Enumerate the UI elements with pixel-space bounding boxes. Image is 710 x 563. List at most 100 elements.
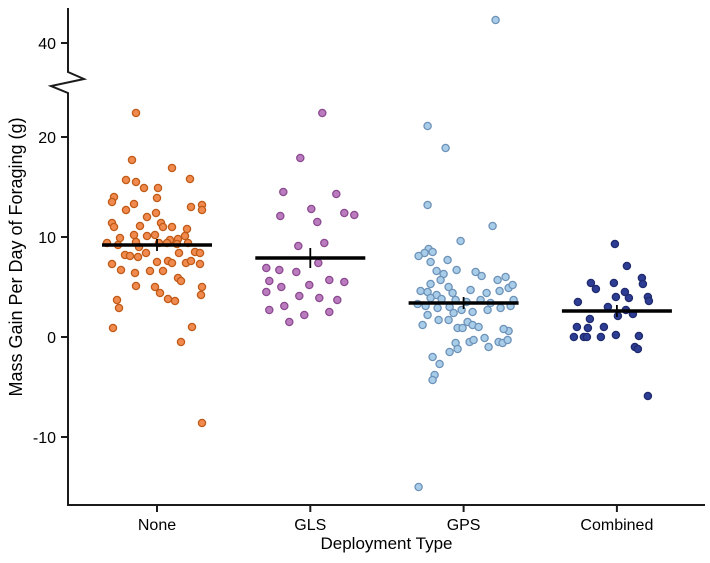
jitter-point-gls: [300, 310, 309, 320]
jitter-point-none: [176, 276, 186, 286]
jitter-point-gps: [471, 267, 480, 277]
jitter-point-gps: [426, 279, 435, 289]
jitter-point-combined: [611, 330, 621, 340]
jitter-point-gps: [414, 482, 423, 492]
jitter-point-gps: [441, 143, 450, 153]
jitter-point-none: [176, 337, 186, 347]
jitter-point-gls: [277, 282, 286, 292]
jitter-point-none: [112, 295, 122, 305]
jitter-point-none: [135, 221, 145, 231]
y-tick-label: 40: [38, 36, 56, 53]
jitter-point-gps: [418, 320, 427, 330]
jitter-point-gps: [428, 352, 437, 362]
jitter-point-gps: [432, 266, 441, 276]
jitter-point-gls: [350, 210, 359, 220]
jitter-point-gls: [275, 265, 284, 275]
jitter-point-gps: [423, 310, 432, 320]
jitter-point-combined: [586, 278, 596, 288]
jitter-point-gps: [503, 335, 512, 345]
jitter-point-none: [142, 231, 152, 241]
jitter-point-gps: [436, 275, 445, 285]
y-tick-label: 20: [38, 130, 56, 147]
y-tick-label: 0: [47, 330, 56, 347]
jitter-point-gls: [280, 301, 289, 311]
jitter-point-none: [152, 193, 162, 203]
jitter-point-none: [131, 108, 141, 118]
jitter-point-none: [115, 233, 125, 243]
jitter-point-gps: [414, 251, 423, 261]
jitter-point-gps: [458, 323, 467, 333]
jitter-point-gps: [434, 315, 443, 325]
category-label-gps: GPS: [447, 517, 481, 534]
jitter-point-none: [195, 248, 205, 258]
jitter-point-none: [116, 265, 126, 275]
jitter-point-none: [158, 222, 168, 232]
jitter-point-gps: [508, 280, 517, 290]
jitter-point-gps: [453, 344, 462, 354]
jitter-point-none: [170, 296, 180, 306]
jitter-point-combined: [643, 391, 653, 401]
category-label-none: None: [138, 517, 176, 534]
jitter-point-gps: [452, 265, 461, 275]
jitter-point-gps: [443, 255, 452, 265]
jitter-point-combined: [624, 293, 634, 303]
jitter-point-none: [141, 248, 151, 258]
jitter-point-combined: [622, 261, 632, 271]
jitter-point-combined: [613, 311, 623, 321]
jitter-point-combined: [573, 297, 583, 307]
jitter-point-none: [114, 303, 124, 313]
jitter-point-gls: [285, 317, 294, 327]
jitter-point-none: [153, 183, 163, 193]
jitter-point-gls: [296, 153, 305, 163]
jitter-point-gps: [435, 359, 444, 369]
jitter-point-gps: [474, 322, 483, 332]
jitter-point-none: [180, 231, 190, 241]
jitter-point-combined: [572, 322, 582, 332]
jitter-point-combined: [644, 296, 654, 306]
y-axis-title: Mass Gain Per Day of Foraging (g): [6, 117, 26, 396]
jitter-point-gps: [456, 236, 465, 246]
jitter-point-combined: [634, 331, 644, 341]
jitter-point-gps: [444, 315, 453, 325]
jitter-point-gls: [340, 277, 349, 287]
jitter-point-gls: [333, 295, 342, 305]
jitter-point-none: [139, 183, 149, 193]
category-label-gls: GLS: [294, 517, 326, 534]
jitter-point-none: [129, 199, 139, 209]
jitter-point-none: [163, 294, 173, 304]
jitter-point-gps: [416, 286, 425, 296]
jitter-point-gps: [426, 293, 435, 303]
jitter-point-combined: [609, 278, 619, 288]
jitter-point-none: [158, 266, 168, 276]
jitter-point-none: [151, 208, 161, 218]
jitter-point-none: [152, 257, 162, 267]
jitter-point-gps: [448, 288, 457, 298]
jitter-point-gps: [469, 335, 478, 345]
jitter-point-gls: [313, 217, 322, 227]
jitter-point-combined: [596, 332, 606, 342]
jitter-point-gps: [495, 286, 504, 296]
jitter-point-none: [133, 252, 143, 262]
jitter-point-gps: [501, 272, 510, 282]
jitter-point-gls: [325, 307, 334, 317]
jitter-point-gps: [428, 247, 437, 257]
jitter-point-gls: [262, 263, 271, 273]
jitter-point-none: [167, 163, 177, 173]
jitter-point-none: [131, 281, 141, 291]
jitter-point-gls: [295, 291, 304, 301]
jitter-point-gps: [483, 305, 492, 315]
jitter-point-none: [131, 177, 141, 187]
jitter-point-gps: [444, 282, 453, 292]
jitter-point-none: [174, 248, 184, 258]
jitter-point-none: [109, 222, 119, 232]
jitter-point-none: [167, 258, 177, 268]
jitter-point-none: [108, 323, 118, 333]
jitter-point-gls: [318, 108, 327, 118]
jitter-point-combined: [591, 284, 601, 294]
jitter-point-combined: [610, 239, 620, 249]
jitter-point-gls: [265, 305, 274, 315]
jitter-point-gps: [433, 303, 442, 313]
